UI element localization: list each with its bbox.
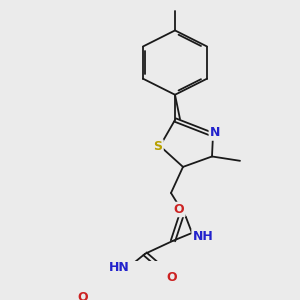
Text: O: O bbox=[78, 291, 88, 300]
Text: N: N bbox=[210, 127, 220, 140]
Text: HN: HN bbox=[109, 261, 129, 274]
Text: S: S bbox=[154, 140, 163, 153]
Text: O: O bbox=[174, 203, 184, 216]
Text: O: O bbox=[167, 271, 177, 284]
Text: NH: NH bbox=[193, 230, 213, 243]
